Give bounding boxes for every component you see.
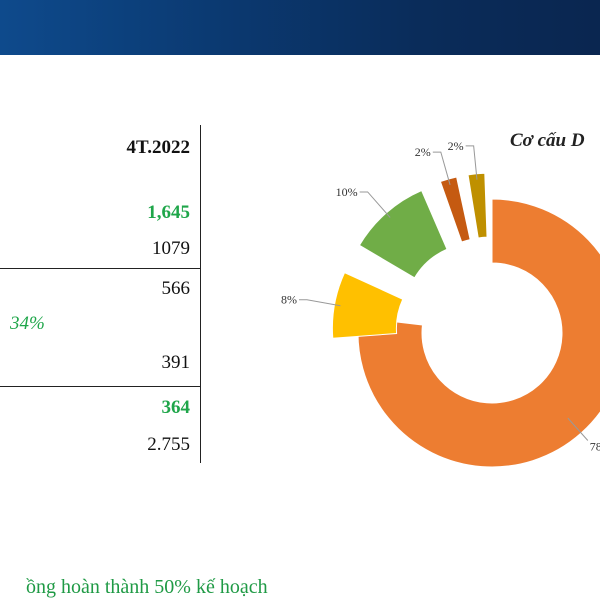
row-divider bbox=[0, 268, 200, 269]
donut-slice bbox=[357, 198, 600, 468]
percent-note: 34% bbox=[10, 313, 45, 334]
leader-line bbox=[432, 151, 451, 185]
leader-line bbox=[298, 299, 341, 307]
slice-label: 78% bbox=[590, 440, 600, 454]
header-banner bbox=[0, 0, 600, 55]
table-cell: 1,645 bbox=[147, 202, 190, 223]
slice-label: 8% bbox=[281, 293, 297, 307]
slice-label: 2% bbox=[415, 145, 431, 159]
donut-slice bbox=[358, 189, 448, 279]
table-cell: 364 bbox=[161, 397, 191, 418]
chart-title: Cơ cấu D bbox=[510, 130, 585, 151]
leader-line bbox=[465, 145, 478, 180]
donut-slice bbox=[331, 271, 404, 339]
donut-slice bbox=[439, 176, 471, 243]
bottom-caption: ồng hoàn thành 50% kế hoạch bbox=[26, 576, 268, 598]
slice-label: 10% bbox=[336, 185, 358, 199]
column-divider bbox=[200, 125, 201, 463]
donut-slice bbox=[467, 172, 488, 239]
leader-line bbox=[359, 191, 391, 218]
row-divider bbox=[0, 386, 200, 387]
table-cell: 2.755 bbox=[147, 434, 190, 455]
column-header: 4T.2022 bbox=[126, 137, 190, 158]
table-cell: 1079 bbox=[152, 238, 190, 259]
table-cell: 566 bbox=[161, 278, 191, 299]
slice-label: 2% bbox=[448, 139, 464, 153]
leader-line bbox=[567, 417, 589, 441]
table-cell: 391 bbox=[161, 352, 191, 373]
